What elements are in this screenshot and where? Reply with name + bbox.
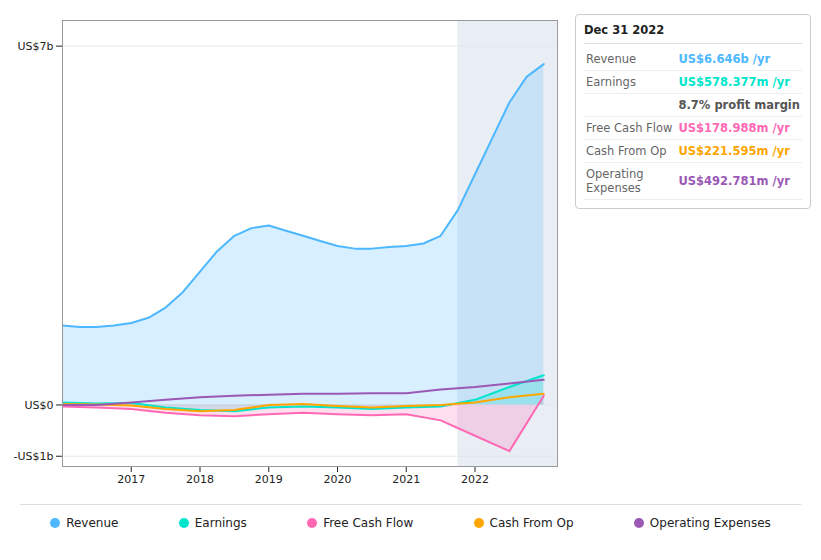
svg-text:US$7b: US$7b	[17, 40, 53, 53]
html-text:Cash From Op: Cash From Op	[489, 516, 574, 530]
html-text:Operating Expenses: Operating Expenses	[586, 167, 644, 195]
html-text:Operating Expenses: Operating Expenses	[649, 516, 771, 530]
html-text:US$492.781m /yr: US$492.781m /yr	[678, 174, 790, 188]
html-text:Earnings: Earnings	[586, 75, 636, 89]
html-text:Revenue: Revenue	[586, 52, 637, 66]
html-text:Free Cash Flow: Free Cash Flow	[323, 516, 414, 530]
html-text:US$6.646b /yr: US$6.646b /yr	[678, 52, 771, 66]
svg-text:2018: 2018	[186, 473, 214, 486]
html-text:Free Cash Flow: Free Cash Flow	[586, 121, 673, 135]
html-text:Cash From Op: Cash From Op	[586, 144, 667, 158]
html-text:Earnings: Earnings	[194, 516, 247, 530]
html-text:Dec 31 2022: Dec 31 2022	[584, 23, 665, 37]
svg-text:2020: 2020	[324, 473, 352, 486]
svg-text:2022: 2022	[461, 473, 489, 486]
svg-text:2017: 2017	[117, 473, 145, 486]
html-text:Revenue: Revenue	[66, 516, 119, 530]
html-text:US$178.988m /yr: US$178.988m /yr	[678, 121, 790, 135]
html-text:US$221.595m /yr: US$221.595m /yr	[678, 144, 790, 158]
svg-text:2021: 2021	[392, 473, 420, 486]
html-text:US$578.377m /yr: US$578.377m /yr	[678, 75, 790, 89]
svg-text:2019: 2019	[255, 473, 283, 486]
html-text:8.7% profit margin: 8.7% profit margin	[678, 98, 800, 112]
svg-text:-US$1b: -US$1b	[14, 450, 54, 463]
svg-text:US$0: US$0	[24, 399, 53, 412]
